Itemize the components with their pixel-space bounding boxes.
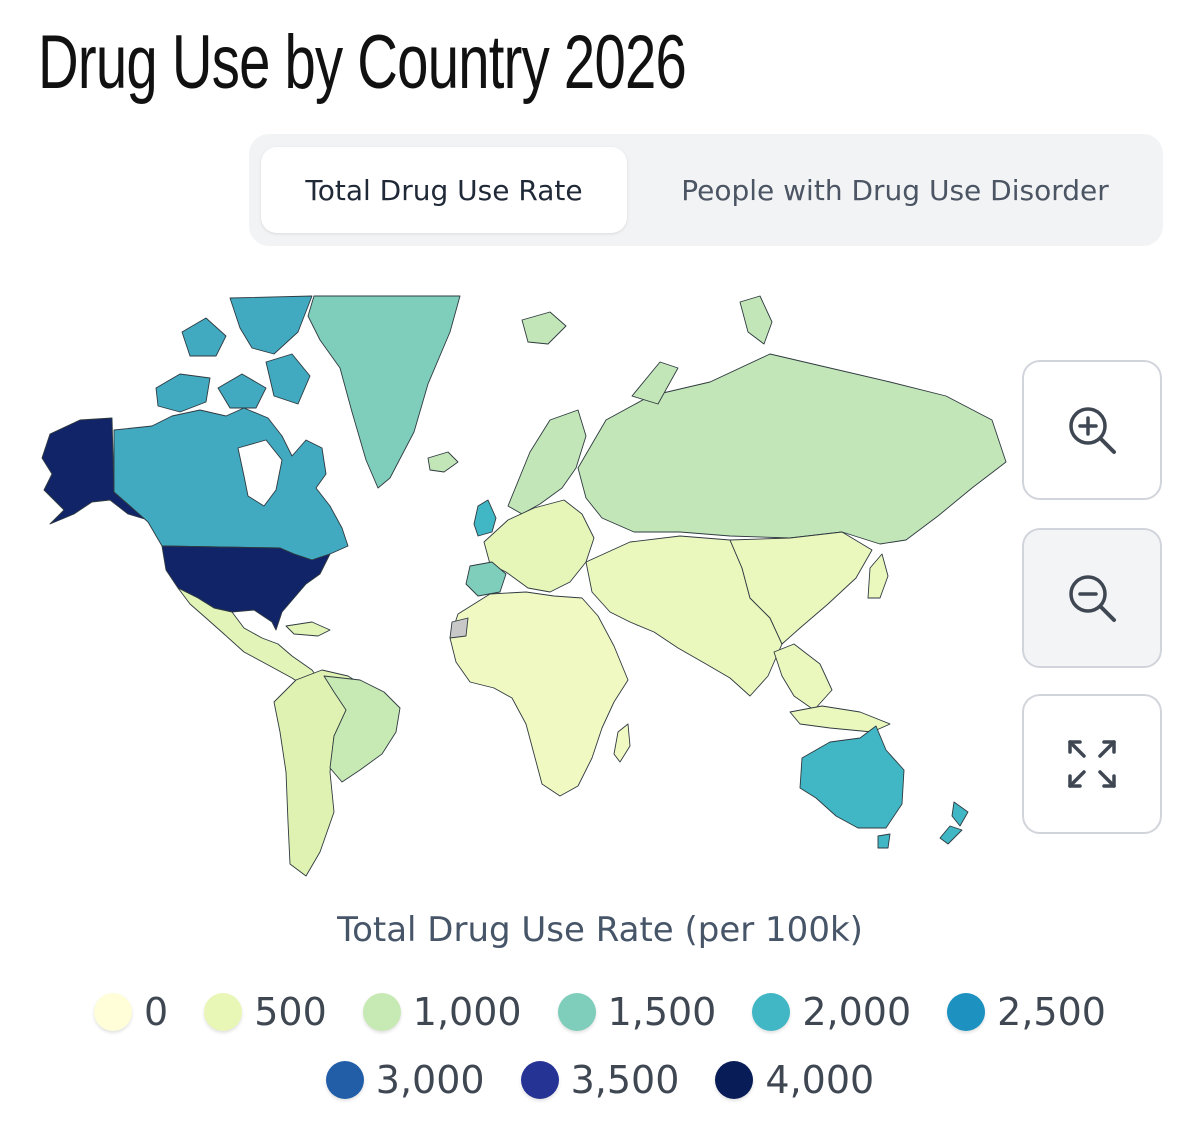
region-australia[interactable] <box>799 725 905 829</box>
legend-label: 2,000 <box>802 990 912 1034</box>
fullscreen-button[interactable] <box>1022 694 1162 834</box>
region-canada-islands[interactable] <box>217 373 267 409</box>
region-canada-islands[interactable] <box>155 373 211 413</box>
region-japan[interactable] <box>867 553 889 599</box>
legend-swatch <box>325 1061 364 1099</box>
legend-swatch <box>752 993 791 1031</box>
region-southeast-asia[interactable] <box>773 643 833 711</box>
legend-row-2: 3,000 3,500 4,000 <box>0 1058 1200 1102</box>
metric-tabs: Total Drug Use Rate People with Drug Use… <box>249 134 1163 246</box>
region-russia-islands[interactable] <box>739 295 773 345</box>
legend-label: 1,000 <box>412 990 522 1034</box>
region-no-data[interactable] <box>449 617 469 639</box>
region-new-zealand[interactable] <box>939 825 963 845</box>
fullscreen-icon <box>1068 740 1116 788</box>
legend-title: Total Drug Use Rate (per 100k) <box>337 910 863 950</box>
region-canada-islands[interactable] <box>229 295 313 355</box>
tab-drug-use-disorder[interactable]: People with Drug Use Disorder <box>681 173 1109 207</box>
world-map-svg[interactable] <box>30 292 1020 882</box>
legend-item[interactable]: 2,000 <box>752 990 911 1034</box>
region-usa[interactable] <box>161 545 331 631</box>
region-tasmania[interactable] <box>877 833 891 849</box>
region-spain[interactable] <box>465 561 507 597</box>
region-russia-islands[interactable] <box>631 361 679 405</box>
legend-swatch <box>557 993 596 1031</box>
zoom-in-button[interactable] <box>1022 360 1162 500</box>
legend-label: 4,000 <box>765 1058 875 1102</box>
legend-swatch <box>947 993 986 1031</box>
region-iceland[interactable] <box>427 451 459 473</box>
world-map[interactable] <box>30 292 1020 882</box>
zoom-in-icon <box>1069 407 1116 454</box>
region-new-zealand[interactable] <box>951 801 969 827</box>
page-title: Drug Use by Country 2026 <box>38 20 687 105</box>
legend-item[interactable]: 3,000 <box>325 1058 485 1102</box>
legend-label: 1,500 <box>607 990 717 1034</box>
legend-item[interactable]: 0 <box>94 990 168 1034</box>
legend-item[interactable]: 4,000 <box>715 1058 874 1102</box>
legend-label: 2,500 <box>997 990 1106 1034</box>
region-alaska[interactable] <box>41 417 149 525</box>
legend-item[interactable]: 1,000 <box>362 990 522 1034</box>
region-caribbean[interactable] <box>285 621 331 637</box>
region-brazil[interactable] <box>323 675 401 783</box>
legend-label: 500 <box>254 990 327 1034</box>
region-china[interactable] <box>729 531 873 645</box>
region-canada-islands[interactable] <box>265 353 311 405</box>
hudson-bay <box>237 439 283 507</box>
legend-item[interactable]: 2,500 <box>947 990 1106 1034</box>
legend-row-1: 0 500 1,000 1,500 2,000 2,500 <box>0 990 1200 1034</box>
legend-label: 0 <box>144 990 169 1034</box>
region-greenland[interactable] <box>307 295 461 489</box>
legend-item[interactable]: 3,500 <box>520 1058 680 1102</box>
region-madagascar[interactable] <box>613 723 631 763</box>
legend-swatch <box>362 993 401 1031</box>
region-canada-islands[interactable] <box>181 317 227 357</box>
legend-label: 3,500 <box>570 1058 680 1102</box>
region-russia[interactable] <box>577 353 1007 545</box>
legend-label: 3,000 <box>375 1058 485 1102</box>
region-asia-middle[interactable] <box>585 535 783 697</box>
region-scandinavia[interactable] <box>507 409 587 515</box>
region-uk[interactable] <box>473 499 497 537</box>
region-svalbard[interactable] <box>521 311 567 345</box>
legend-swatch <box>94 993 133 1031</box>
region-canada[interactable] <box>113 407 349 561</box>
tab-total-drug-use-rate[interactable]: Total Drug Use Rate <box>261 147 627 233</box>
region-indonesia[interactable] <box>789 705 891 733</box>
zoom-out-icon <box>1069 575 1116 622</box>
legend-item[interactable]: 500 <box>204 990 327 1034</box>
legend-item[interactable]: 1,500 <box>557 990 717 1034</box>
legend-swatch <box>520 1061 559 1099</box>
legend-swatch <box>204 993 243 1031</box>
zoom-out-button[interactable] <box>1022 528 1162 668</box>
region-africa[interactable] <box>449 591 629 797</box>
legend-swatch <box>715 1061 754 1099</box>
